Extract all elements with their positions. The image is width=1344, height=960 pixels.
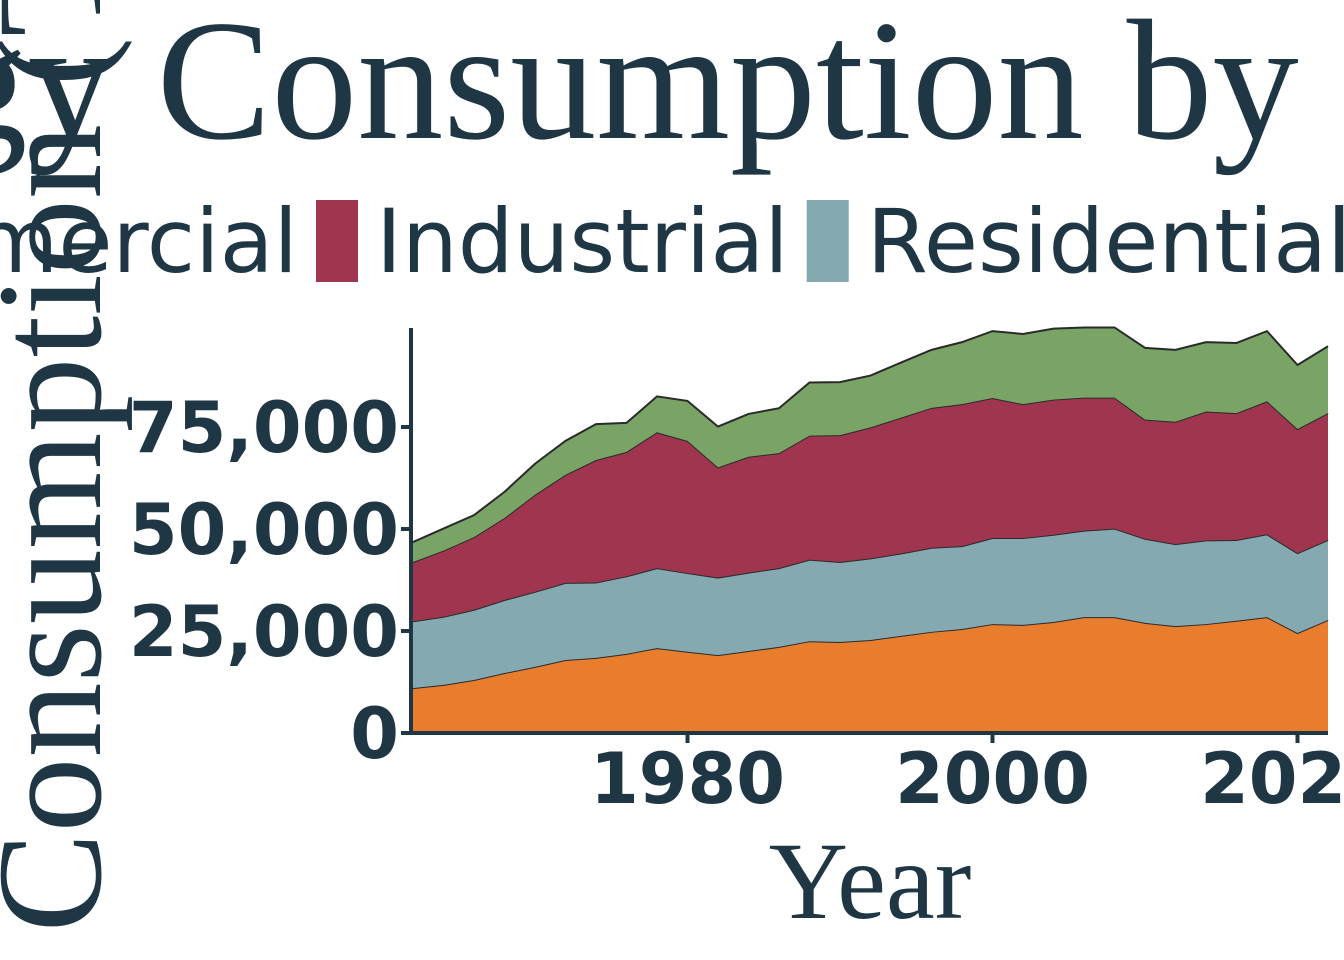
legend-swatch bbox=[806, 200, 849, 282]
legend-label: Commercial bbox=[0, 190, 298, 293]
y-tick-label: 25,000 bbox=[129, 591, 399, 673]
x-tick-label: 1980 bbox=[590, 738, 785, 820]
plot-area: 0 25,000 50,000 75,000 1980 2000 2020 bbox=[129, 326, 1344, 820]
y-axis-label: Energy Consumption (Trillion Btu) bbox=[0, 0, 133, 960]
legend: CommercialIndustrialResidentialTransport… bbox=[0, 190, 1344, 293]
area bbox=[413, 528, 1328, 689]
area-outline bbox=[412, 326, 1329, 543]
y-tick-label: 0 bbox=[350, 693, 399, 775]
chart-title: Energy Consumption by Sector bbox=[0, 0, 1344, 176]
area bbox=[413, 397, 1328, 622]
legend-swatch bbox=[316, 200, 358, 282]
x-tick-label: 2020 bbox=[1200, 738, 1344, 820]
area bbox=[413, 327, 1328, 563]
legend-label: Industrial bbox=[376, 190, 789, 293]
y-tick-label: 75,000 bbox=[129, 387, 399, 469]
x-axis-label: Year bbox=[769, 820, 972, 942]
x-tick-label: 2000 bbox=[895, 738, 1090, 820]
y-tick-label: 50,000 bbox=[129, 489, 399, 571]
area bbox=[413, 617, 1328, 733]
legend-label: Residential bbox=[867, 190, 1344, 293]
